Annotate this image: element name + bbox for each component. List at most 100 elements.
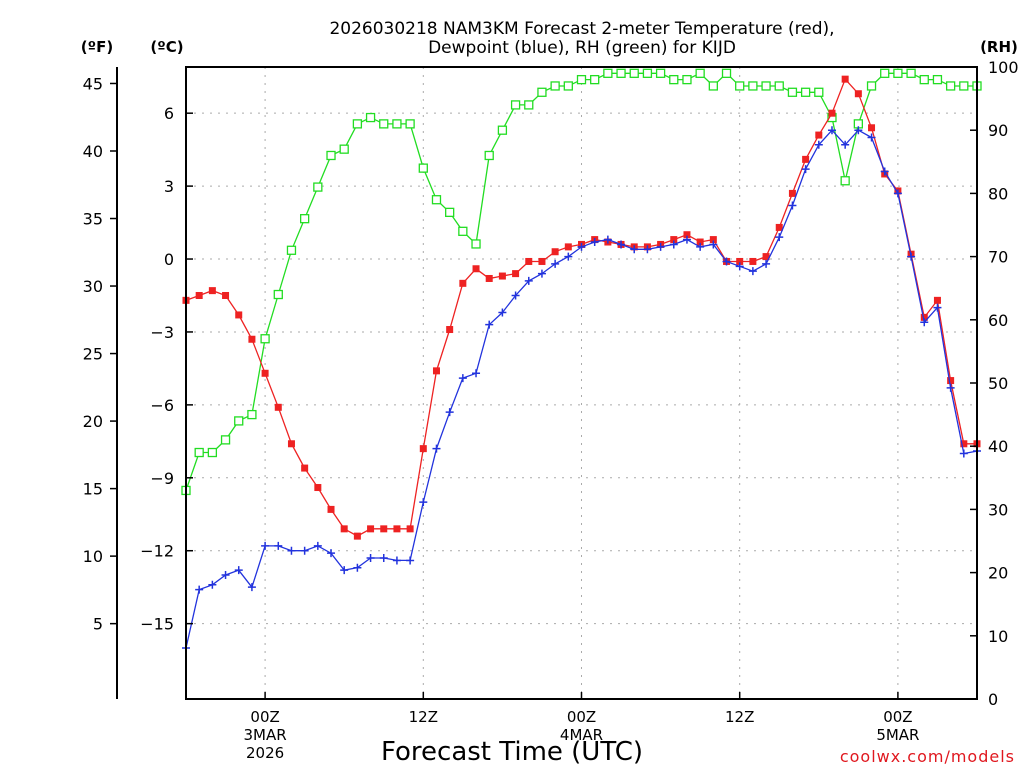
rh-point xyxy=(800,87,811,97)
chart-title-line2: Dewpoint (blue), RH (green) for KIJD xyxy=(428,38,736,58)
dewpoint-point xyxy=(933,303,942,312)
fahrenheit-tick-label: 15 xyxy=(83,480,103,499)
rh-point xyxy=(669,74,679,85)
rh-point xyxy=(814,87,824,97)
dewpoint-point xyxy=(748,267,757,276)
temperature-point xyxy=(498,272,506,280)
temperature-point xyxy=(749,257,757,265)
rh-point xyxy=(458,226,468,236)
rh-point xyxy=(721,68,732,78)
temperature-point xyxy=(327,505,335,513)
rh-point xyxy=(945,81,956,91)
rh-point xyxy=(365,112,376,123)
rh-point xyxy=(603,68,613,78)
rh-point xyxy=(286,245,297,255)
dewpoint-point xyxy=(656,242,665,251)
temperature-point xyxy=(393,525,401,533)
rh-point xyxy=(761,81,771,91)
dewpoint-point xyxy=(498,308,507,317)
temperature-point xyxy=(340,525,348,533)
rh-point xyxy=(260,334,270,344)
temperature-point xyxy=(683,231,691,239)
dewpoint-point xyxy=(814,140,823,149)
temperature-point xyxy=(815,131,823,139)
x-tick-label: 00Z xyxy=(883,708,912,726)
dewpoint-point xyxy=(564,252,573,261)
fahrenheit-tick-label: 45 xyxy=(83,74,103,93)
rh-point xyxy=(484,150,494,161)
dewpoint-point xyxy=(340,566,349,575)
dewpoint-point xyxy=(959,449,968,458)
temperature-point xyxy=(709,236,717,244)
fahrenheit-tick-label: 30 xyxy=(83,277,103,296)
rh-point xyxy=(392,119,402,129)
rh-point xyxy=(339,144,349,154)
rh-point xyxy=(748,81,758,91)
dewpoint-point xyxy=(893,189,902,198)
chart-title-line1: 2026030218 NAM3KM Forecast 2-meter Tempe… xyxy=(329,19,834,39)
rh-point xyxy=(655,68,666,78)
rh-point xyxy=(563,81,573,91)
dewpoint-point xyxy=(234,566,243,575)
rh-tick-label: 40 xyxy=(988,437,1008,456)
rh-point xyxy=(524,100,534,110)
grid-lines xyxy=(186,67,977,699)
temperature-point xyxy=(248,335,256,343)
axis-labels: 630−3−6−9−12−154540353025201510510090807… xyxy=(83,58,1019,762)
dewpoint-point xyxy=(524,276,533,285)
dewpoint-point xyxy=(432,444,441,453)
rh-point xyxy=(642,68,653,78)
x-tick-label: 00Z xyxy=(250,708,279,726)
temperature-point xyxy=(538,257,546,265)
rh-point xyxy=(616,68,626,78)
dewpoint-point xyxy=(366,554,375,563)
rh-point xyxy=(247,409,257,420)
rh-tick-label: 90 xyxy=(988,121,1008,140)
fahrenheit-tick-label: 35 xyxy=(83,210,103,229)
dewpoint-point xyxy=(313,541,322,550)
dewpoint-point xyxy=(261,541,270,550)
rh-tick-label: 80 xyxy=(988,184,1008,203)
celsius-tick-label: −12 xyxy=(140,542,174,561)
temperature-point xyxy=(261,369,269,377)
dewpoint-point xyxy=(392,556,401,565)
rh-point xyxy=(352,119,363,129)
rh-point xyxy=(576,74,587,85)
temperature-point xyxy=(459,279,467,287)
dewpoint-point xyxy=(788,201,797,210)
dewpoint-point xyxy=(327,549,336,558)
temperature-point xyxy=(446,326,454,334)
rh-tick-label: 100 xyxy=(988,58,1019,77)
rh-tick-label: 60 xyxy=(988,311,1008,330)
rh-tick-label: 50 xyxy=(988,374,1008,393)
dewpoint-point xyxy=(485,320,494,329)
dewpoint-point xyxy=(775,233,784,242)
rh-tick-label: 0 xyxy=(988,690,998,709)
rh-point xyxy=(866,81,877,91)
rh-point xyxy=(418,163,428,173)
dewpoint-point xyxy=(709,240,718,249)
dewpoint-point xyxy=(406,556,415,565)
rh-point xyxy=(326,150,336,161)
dewpoint-point xyxy=(287,546,296,555)
rh-point xyxy=(774,81,784,91)
fahrenheit-tick-label: 25 xyxy=(83,345,103,364)
dewpoint-point xyxy=(537,269,546,278)
temperature-point xyxy=(287,440,295,448)
dewpoint-point xyxy=(590,238,599,247)
rh-point xyxy=(590,74,600,85)
rh-point xyxy=(194,447,204,458)
temperature-point xyxy=(960,440,968,448)
x-tick-label: 4MAR xyxy=(560,726,603,744)
dewpoint-point xyxy=(643,245,652,254)
temperature-point xyxy=(920,313,928,321)
rh-tick-label: 10 xyxy=(988,627,1008,646)
x-tick-label: 5MAR xyxy=(876,726,919,744)
rh-point xyxy=(893,68,903,78)
temperature-point xyxy=(367,525,375,533)
temperature-point xyxy=(472,265,480,273)
dewpoint-point xyxy=(300,546,309,555)
temperature-point xyxy=(314,484,322,492)
dewpoint-point xyxy=(445,408,454,417)
